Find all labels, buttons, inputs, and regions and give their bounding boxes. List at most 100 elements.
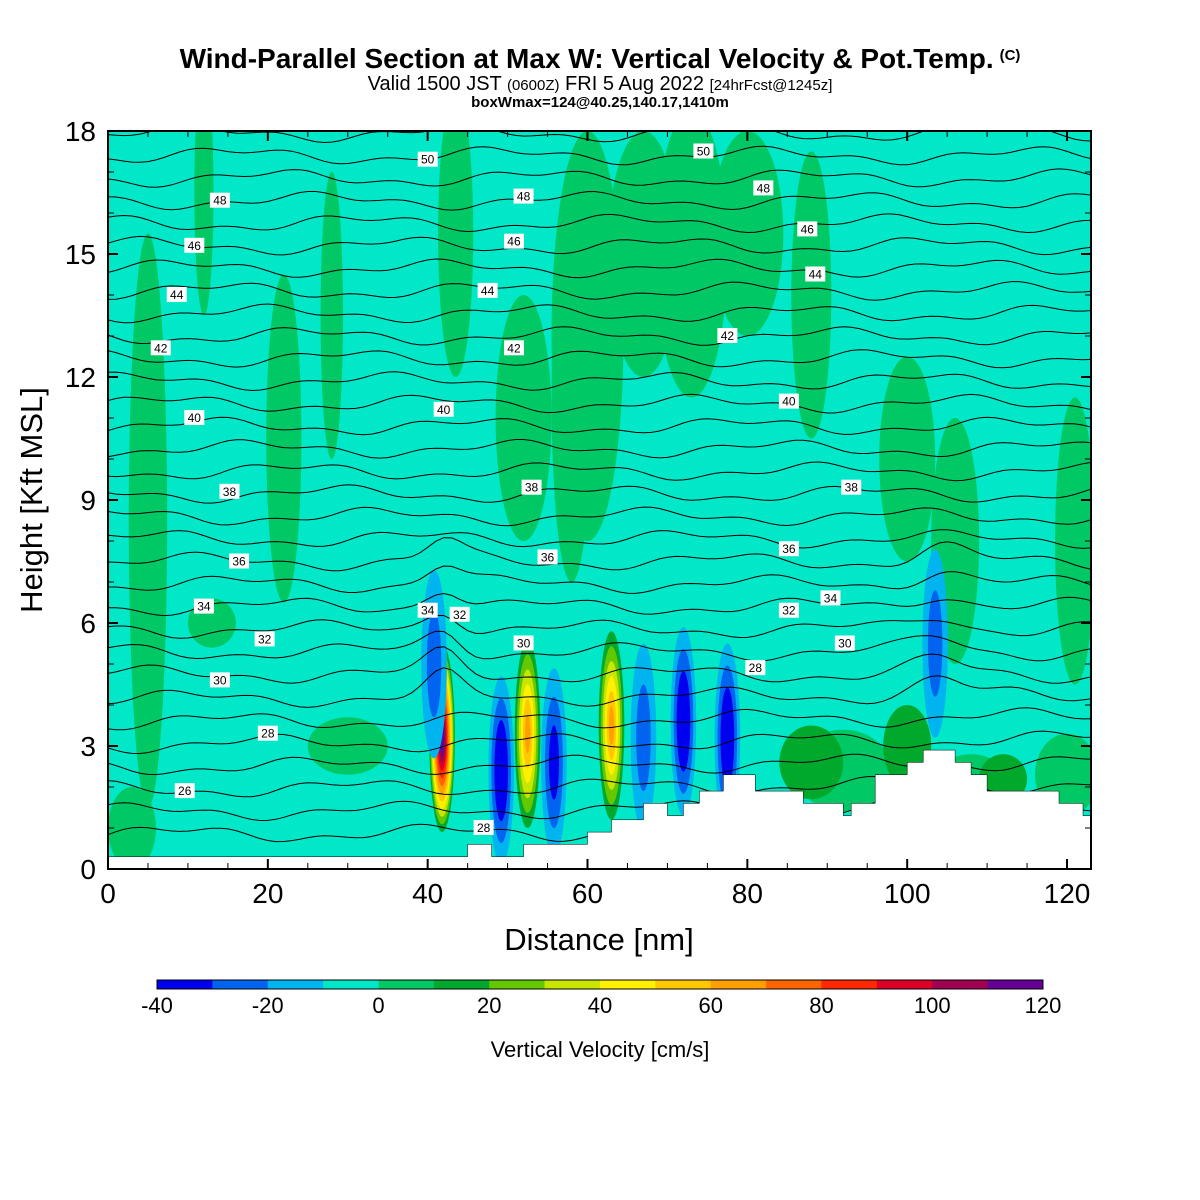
x-tick-label: 40 <box>412 878 443 909</box>
contour-label: 50 <box>693 143 714 159</box>
contour-label-bg <box>753 180 774 196</box>
theta-isoline <box>108 630 1091 662</box>
contour-label: 42 <box>717 328 738 343</box>
updraft-area-12 <box>879 356 936 562</box>
contour-label-text: 32 <box>782 604 796 618</box>
contour-label-bg <box>150 340 171 356</box>
valid-time-date: FRI 5 Aug 2022 <box>565 73 705 95</box>
colorbar-labels: -40 -20 0 20 40 60 80 100 120 <box>141 993 1061 1018</box>
colorbar-label: 60 <box>699 993 723 1018</box>
theta-isoline <box>108 303 1091 324</box>
contour-label-text: 38 <box>223 485 237 499</box>
theta-isoline <box>108 592 1091 617</box>
theta-isoline <box>108 393 1091 414</box>
contour-label-bg <box>174 783 195 799</box>
colorbar-segment <box>267 980 324 989</box>
y-tick-label: 15 <box>65 239 96 270</box>
contour-label-bg <box>473 820 494 835</box>
contour-label-text: 48 <box>517 190 531 204</box>
colorbar-label: 0 <box>372 993 384 1018</box>
contour-label-bg <box>254 631 275 647</box>
y-tick-label: 6 <box>80 608 96 639</box>
contour-label-text: 38 <box>525 481 539 495</box>
colorbar <box>156 979 1044 990</box>
theta-isoline <box>108 667 1091 708</box>
theta-isoline <box>108 461 1091 482</box>
downdraft-core-2-ring <box>636 684 651 792</box>
y-tick-label: 18 <box>65 116 96 147</box>
downdraft-core-0-ring <box>497 742 506 800</box>
theta-isoline <box>108 646 1091 684</box>
contour-label-text: 28 <box>261 727 275 741</box>
y-tick-label: 3 <box>80 731 96 762</box>
contour-label-text: 36 <box>232 555 246 569</box>
x-axis-title: Distance [nm] <box>504 922 694 957</box>
colorbar-segment <box>932 980 989 989</box>
colorbar-segment <box>987 980 1044 989</box>
colorbar-segment <box>544 980 601 989</box>
contour-label: 44 <box>477 282 498 298</box>
theta-isoline <box>108 416 1091 436</box>
contour-label: 32 <box>778 602 799 618</box>
contour-label-bg <box>693 143 714 159</box>
colorbar-label: 20 <box>477 993 501 1018</box>
contour-label: 48 <box>209 192 230 208</box>
contour-label-bg <box>184 410 205 425</box>
downdraft-core-5-ring <box>426 610 442 718</box>
contour-label-text: 44 <box>809 268 823 282</box>
contour-label-bg <box>417 602 438 618</box>
theta-isoline <box>108 213 1091 234</box>
contour-label-text: 32 <box>258 632 272 646</box>
contour-label: 38 <box>219 483 240 499</box>
contour-label: 48 <box>513 188 534 204</box>
updraft-core-2-ring <box>608 706 615 745</box>
contour-label-bg <box>537 549 558 565</box>
contour-label: 34 <box>193 598 214 614</box>
contour-label-text: 34 <box>421 604 435 618</box>
contour-label-bg <box>834 635 855 651</box>
colorbar-label: 100 <box>914 993 951 1018</box>
copyright-mark: (C) <box>999 47 1021 64</box>
updraft-area-0 <box>128 233 168 808</box>
contour-label: 40 <box>433 401 454 417</box>
colorbar-label: -40 <box>141 993 173 1018</box>
contour-label: 46 <box>797 221 818 237</box>
colorbar-title: Vertical Velocity [cm/s] <box>491 1037 710 1062</box>
colorbar-segment <box>323 980 379 989</box>
contour-label-bg <box>778 541 799 557</box>
theta-isoline <box>108 529 1091 549</box>
contour-label: 42 <box>503 340 524 356</box>
contour-label: 44 <box>805 266 826 282</box>
x-tick-label: 0 <box>100 878 116 909</box>
contour-label-text: 42 <box>154 341 168 355</box>
contour-label: 26 <box>174 783 195 799</box>
contour-label-bg <box>503 233 524 249</box>
y-tick-label: 0 <box>80 854 96 885</box>
colorbar-segment <box>157 980 213 989</box>
plot-area: 50 50 48 48 48 46 46 46 44 44 44 42 42 42 40 40 40 38 38 38… <box>108 131 1091 869</box>
theta-isoline <box>108 145 1091 166</box>
contour-label-bg <box>513 635 534 651</box>
updraft-area-14 <box>1055 397 1091 685</box>
contour-label: 44 <box>166 287 187 302</box>
contour-label: 36 <box>537 549 558 565</box>
contour-label-text: 40 <box>437 403 451 417</box>
colorbar-segment <box>212 980 269 989</box>
contour-label-text: 42 <box>721 329 735 343</box>
colorbar-segment <box>821 980 878 989</box>
contour-label-text: 50 <box>697 145 711 159</box>
contour-label: 32 <box>254 631 275 647</box>
contour-label-text: 34 <box>197 600 211 614</box>
downdraft-core-4-ring <box>723 709 732 767</box>
forecast-tag: [24hrFcst@1245z] <box>709 77 833 94</box>
updraft-area-16 <box>307 717 388 775</box>
theta-isoline <box>108 235 1091 256</box>
contour-label-text: 28 <box>477 821 491 835</box>
contour-label-text: 40 <box>782 395 796 409</box>
colorbar-segment <box>489 980 546 989</box>
chart-title-text: Wind-Parallel Section at Max W: Vertical… <box>179 43 994 74</box>
theta-isoline <box>108 614 1091 639</box>
x-tick-label: 80 <box>732 878 763 909</box>
theta-isoline <box>108 326 1091 346</box>
contour-labels: 50 50 48 48 48 46 46 46 44 44 44 42 42 42 40 40 40 38 38 38… <box>150 143 862 835</box>
